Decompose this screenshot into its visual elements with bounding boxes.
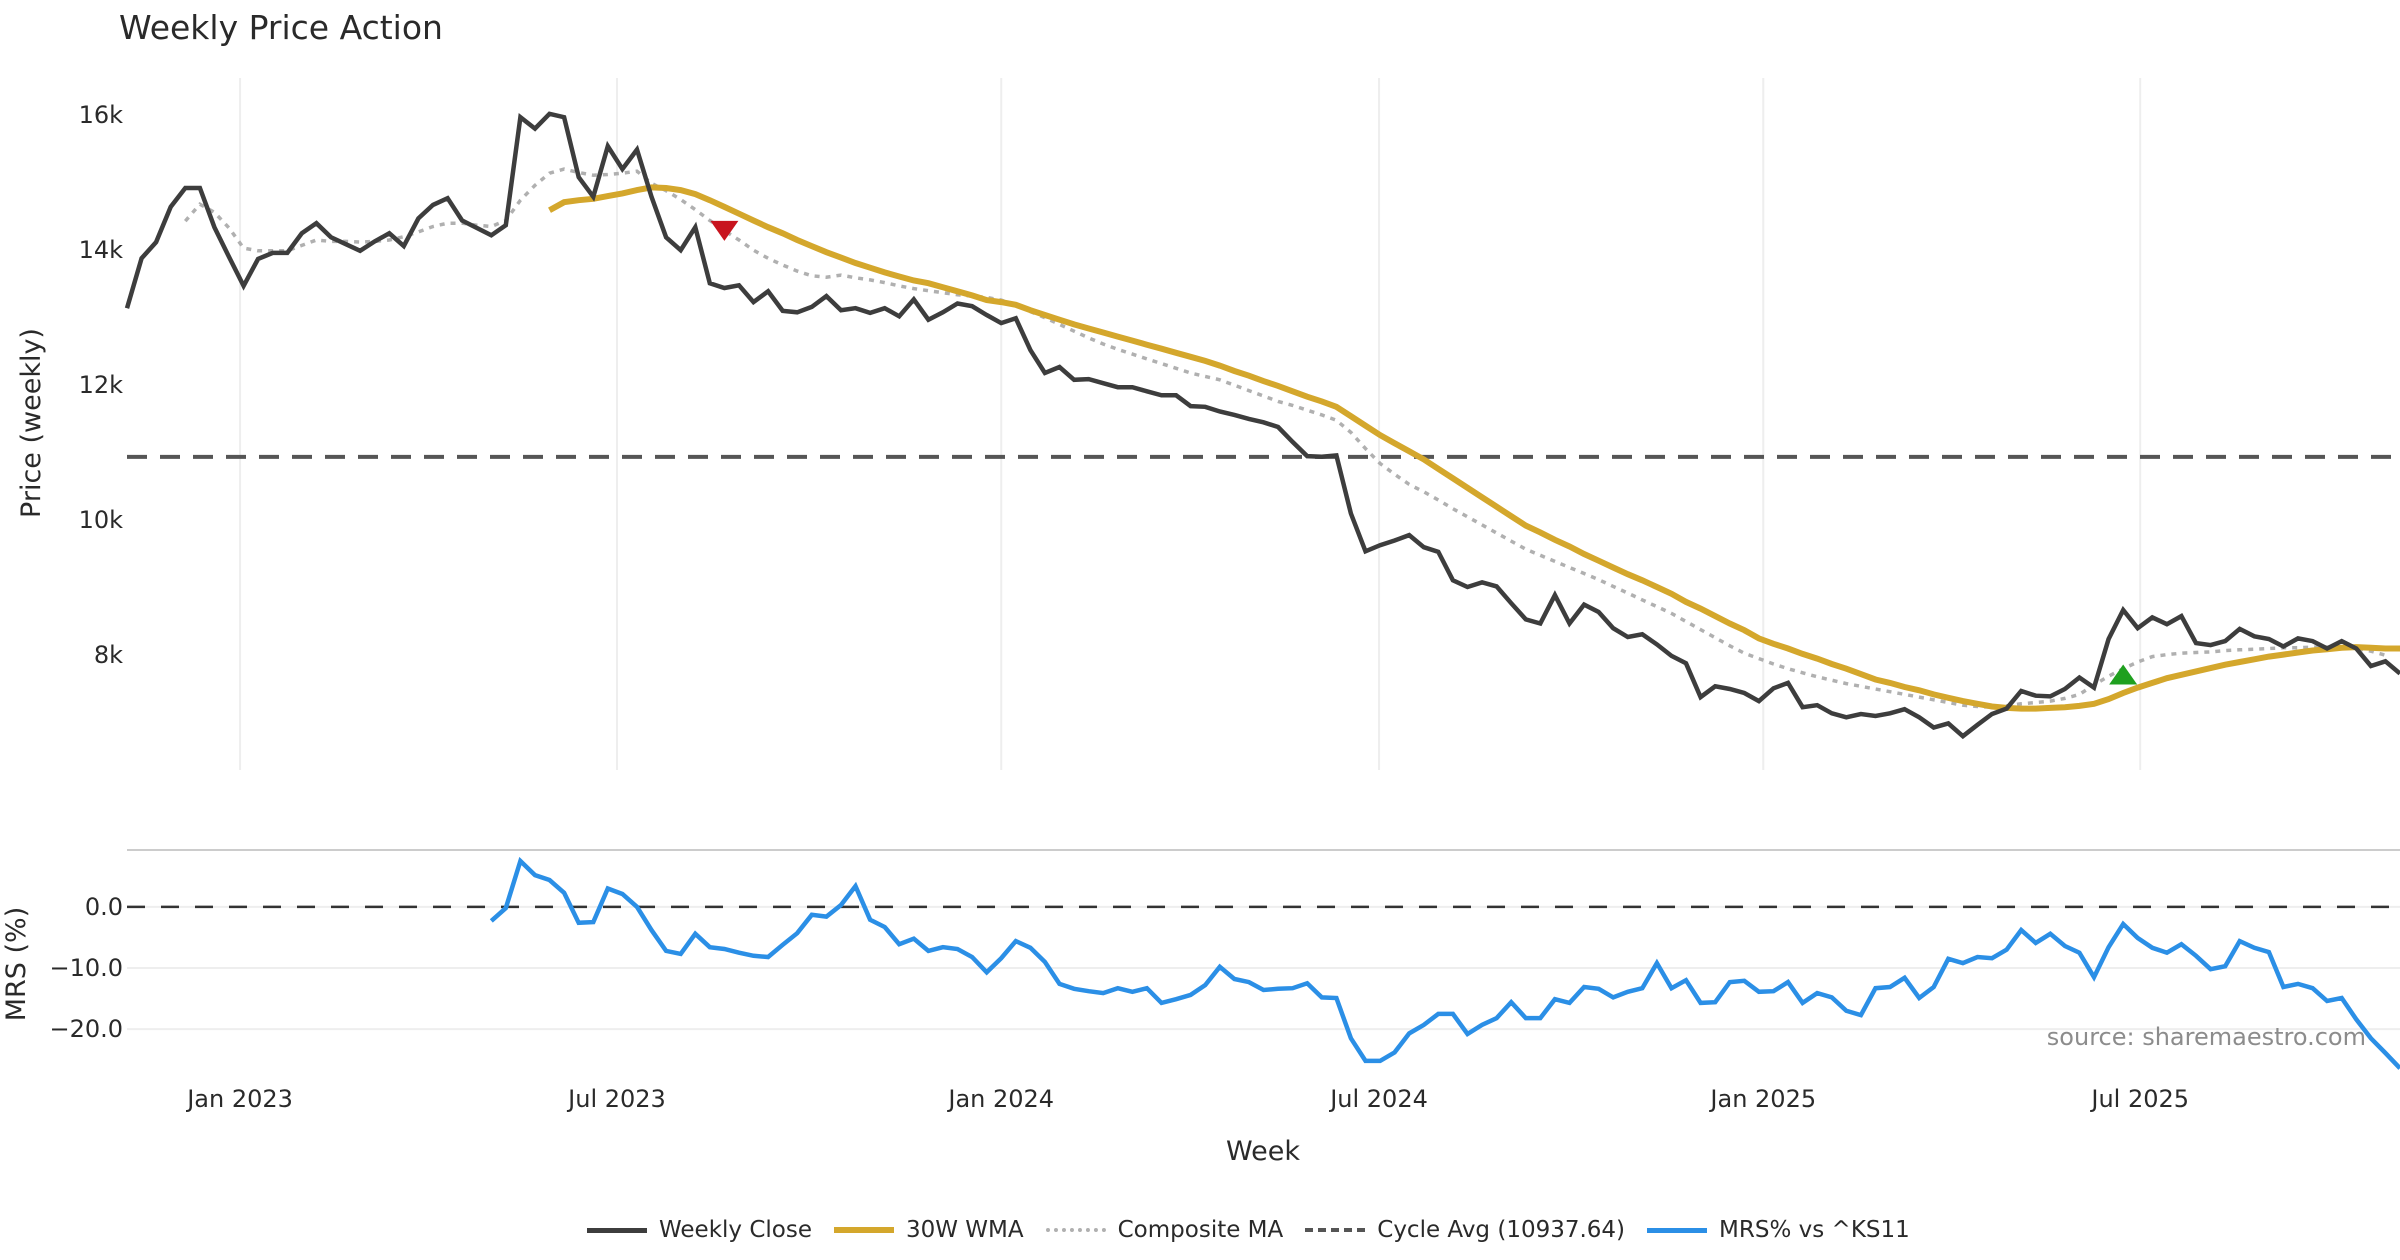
cycle-avg-swatch-icon [1305,1228,1366,1232]
wma-line [548,184,2400,712]
buy-signal-marker-icon [2109,664,2138,685]
legend: Weekly Close 30W WMA Composite MA Cycle … [587,1212,1910,1248]
mrs-swatch-icon [1647,1227,1708,1233]
sell-signal-marker-icon [710,220,739,241]
price-y-axis-label: Price (weekly) [16,328,47,518]
legend-label: 30W WMA [905,1217,1024,1243]
mrs-y-axis-label: MRS (%) [1,907,32,1022]
grid-lines [127,78,2400,1031]
legend-label: MRS% vs ^KS11 [1719,1217,1910,1243]
price-y-tick-label: 12k [79,371,124,399]
price-y-tick-label: 14k [79,236,124,264]
weekly-close-line [124,111,2400,740]
price-y-tick-label: 16k [79,101,124,129]
legend-item-weekly-close[interactable]: Weekly Close [587,1217,812,1243]
mrs-y-tick-label: −10.0 [49,954,123,982]
price-y-tick-label: 8k [94,641,123,669]
signal-markers [710,220,2138,685]
series-lines [124,111,2400,1070]
x-tick-label: Jul 2025 [2089,1085,2189,1113]
price-y-tick-label: 10k [79,506,124,534]
legend-item-cycle-avg[interactable]: Cycle Avg (10937.64) [1305,1217,1625,1243]
chart-title: Weekly Price Action [119,8,443,47]
x-tick-label: Jan 2025 [1708,1085,1816,1113]
composite-ma-line [183,167,2386,709]
mrs-y-tick-label: −20.0 [49,1015,123,1043]
x-tick-label: Jul 2024 [1328,1085,1428,1113]
x-axis-label: Week [1226,1136,1300,1167]
legend-label: Cycle Avg (10937.64) [1377,1217,1626,1243]
reference-lines [127,454,2400,909]
legend-item-composite-ma[interactable]: Composite MA [1045,1217,1284,1243]
source-watermark: source: sharemaestro.com [2047,1023,2366,1051]
wma-swatch-icon [833,1227,894,1233]
legend-item-30w-wma[interactable]: 30W WMA [833,1217,1024,1243]
mrs-line [489,856,2400,1070]
axis-labels: Price (weekly) MRS (%) Week source: shar… [1,101,2366,1167]
legend-item-mrs[interactable]: MRS% vs ^KS11 [1647,1217,1910,1243]
legend-label: Weekly Close [659,1217,812,1243]
x-tick-label: Jan 2023 [185,1085,293,1113]
mrs-y-tick-label: 0.0 [85,893,123,921]
x-tick-label: Jan 2024 [946,1085,1054,1113]
composite-ma-swatch-icon [1045,1228,1106,1232]
legend-label: Composite MA [1117,1217,1284,1243]
x-tick-label: Jul 2023 [566,1085,666,1113]
weekly-close-swatch-icon [587,1227,647,1233]
